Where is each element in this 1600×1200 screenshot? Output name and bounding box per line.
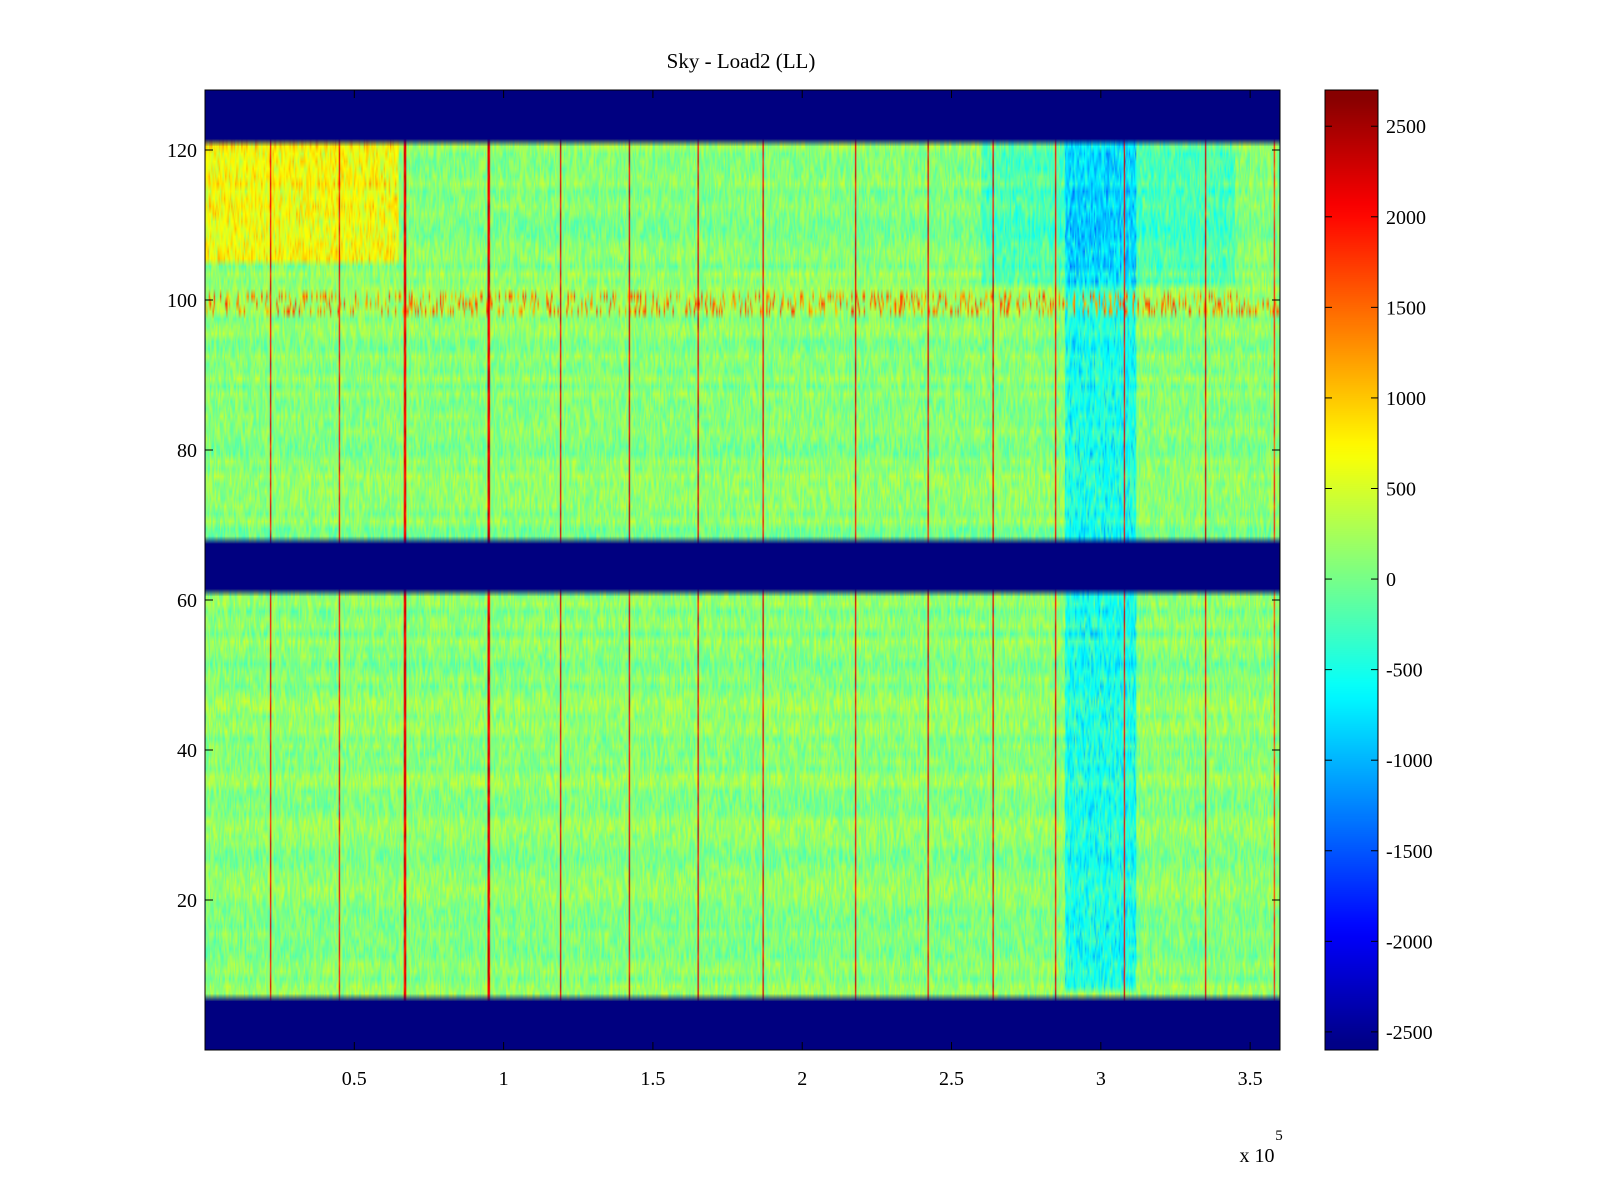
plot-frame — [204, 89, 1281, 1051]
colorbar-tick-label: 1500 — [1386, 297, 1426, 319]
x-tick-label: 1 — [499, 1068, 509, 1090]
y-tick-label: 40 — [177, 740, 197, 762]
colorbar-tick-label: 2000 — [1386, 207, 1426, 229]
colorbar-gradient — [1325, 90, 1378, 1050]
colorbar-tick-label: 500 — [1386, 478, 1416, 500]
colorbar-tick-label: -1000 — [1386, 750, 1433, 772]
colorbar-tick-label: 2500 — [1386, 116, 1426, 138]
colorbar-tick-label: -1500 — [1386, 841, 1433, 863]
y-tick-label: 120 — [167, 140, 197, 162]
x-tick-label: 3.5 — [1238, 1068, 1263, 1090]
x-tick-label: 1.5 — [640, 1068, 665, 1090]
x-tick-label: 2 — [797, 1068, 807, 1090]
colorbar-tick-label: -2000 — [1386, 931, 1433, 953]
colorbar-ticks: 2500 2000 1500 1000 500 0 -500 -1000 -1500 -2000 -… — [1325, 116, 1433, 1044]
y-tick-label: 100 — [167, 290, 197, 312]
x-axis: 0.5 1 1.5 2 2.5 3 3.5 — [342, 90, 1263, 1090]
y-tick-label: 60 — [177, 590, 197, 612]
x-multiplier-label: x 10 — [1240, 1145, 1275, 1167]
heatmap-image — [205, 90, 1280, 1050]
chart-title: Sky - Load2 (LL) — [667, 49, 816, 73]
y-tick-label: 20 — [177, 890, 197, 912]
x-tick-label: 2.5 — [939, 1068, 964, 1090]
x-multiplier-exponent: 5 — [1275, 1128, 1283, 1144]
colorbar-tick-label: -500 — [1386, 660, 1423, 682]
colorbar-tick-label: -2500 — [1386, 1022, 1433, 1044]
y-axis: 20 40 60 80 100 120 — [167, 140, 1280, 912]
x-tick-label: 0.5 — [342, 1068, 367, 1090]
colorbar-tick-label: 1000 — [1386, 388, 1426, 410]
colorbar-frame — [1324, 89, 1379, 1051]
y-tick-label: 80 — [177, 440, 197, 462]
plot-area — [204, 89, 1281, 1051]
colorbar: 2500 2000 1500 1000 500 0 -500 -1000 -1500 -2000 -… — [1324, 89, 1433, 1051]
x-tick-label: 3 — [1096, 1068, 1106, 1090]
colorbar-tick-label: 0 — [1386, 569, 1396, 591]
